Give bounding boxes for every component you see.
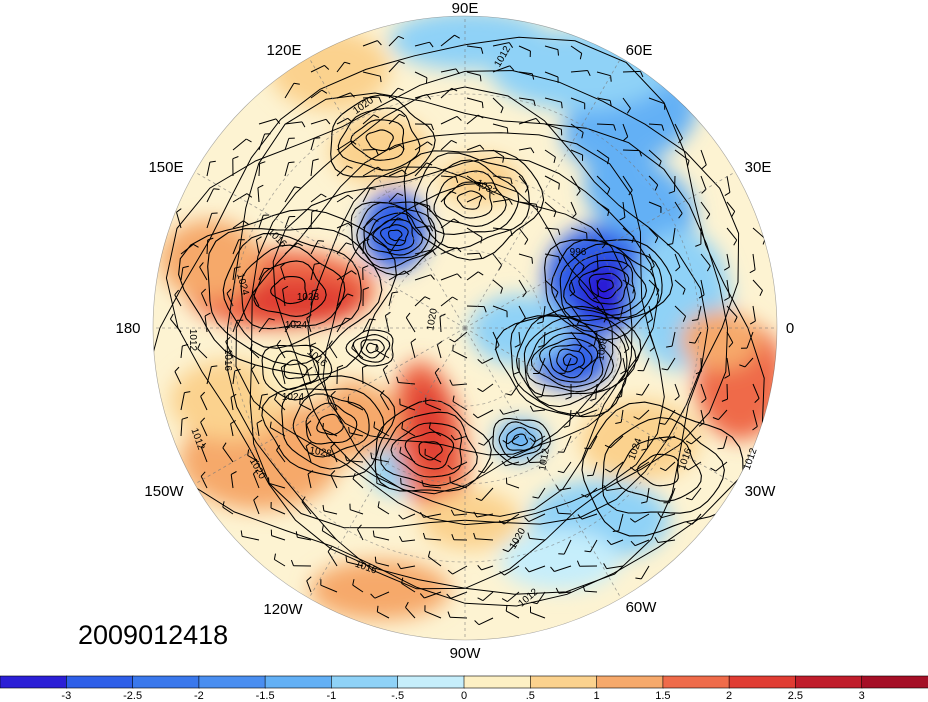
colorbar-swatch [596, 675, 664, 689]
colorbar-swatch [795, 675, 863, 689]
colorbar-tick-label: 2 [726, 690, 732, 702]
graticule [153, 16, 777, 640]
colorbar-swatch [529, 675, 598, 689]
contour-label: 1012 [187, 329, 198, 352]
colorbar-swatch [463, 675, 532, 689]
colorbar-tick-label: -.5 [391, 690, 404, 702]
colorbar-swatch [397, 675, 465, 689]
colorbar-swatch [861, 675, 928, 689]
colorbar-tick-label: 3 [859, 690, 865, 702]
colorbar-swatch [198, 675, 266, 689]
colorbar-tick-label: 0 [461, 690, 467, 702]
contour-label: 1008 [595, 337, 610, 361]
longitude-label: 60E [626, 42, 653, 59]
colorbar-swatch [331, 675, 399, 689]
colorbar-tick-label: 1.5 [655, 690, 670, 702]
longitude-label: 30W [745, 483, 777, 500]
longitude-label: 150E [148, 159, 183, 176]
longitude-label: 0 [786, 320, 794, 337]
longitude-label: 90E [452, 0, 479, 17]
contour-label: 1020 [425, 307, 440, 331]
longitude-label: 60W [626, 599, 658, 616]
longitude-label: 30E [745, 159, 772, 176]
map-boundary [152, 15, 778, 641]
longitude-label: 120E [266, 42, 301, 59]
contour-label: 1028 [309, 445, 333, 460]
colorbar-swatch [662, 675, 731, 689]
colorbar-tick-label: -3 [61, 690, 71, 702]
wind-barbs [169, 34, 766, 626]
colorbar-swatch [0, 675, 68, 689]
contour-label: 1028 [297, 292, 320, 303]
colorbar-tick-label: -1.5 [256, 690, 275, 702]
contour-label: 1024 [285, 320, 308, 331]
colorbar-tick-label: .5 [526, 690, 535, 702]
colorbar-swatch [264, 675, 333, 689]
contour-label: 1016 [222, 349, 233, 372]
longitude-label: 90W [450, 645, 482, 662]
contour-label: 1012 [537, 447, 552, 471]
date-stamp: 2009012418 [78, 620, 229, 650]
colorbar-swatch [132, 675, 200, 689]
colorbar: -3 -2.5 -2 -1.5 -1 -.5 0 .5 1 1.5 2 2.5 3 [0, 675, 928, 702]
longitude-labels: 90E 60E 30E 0 30W 60W 90W 120W 150W 180 150E 120E [115, 0, 794, 662]
longitude-label: 180 [115, 320, 140, 337]
colorbar-tick-label: -2 [194, 690, 204, 702]
anomaly-field [153, 16, 777, 640]
colorbar-swatch [728, 675, 797, 689]
longitude-label: 150W [144, 483, 184, 500]
colorbar-tick-label: 1 [594, 690, 600, 702]
colorbar-tick-label: 2.5 [788, 690, 803, 702]
colorbar-tick-label: -2.5 [123, 690, 142, 702]
colorbar-tick-label: -1 [327, 690, 337, 702]
contour-label: 1024 [282, 392, 305, 403]
contour-label: 996 [570, 247, 587, 258]
colorbar-swatch [66, 675, 134, 689]
longitude-label: 120W [263, 601, 303, 618]
